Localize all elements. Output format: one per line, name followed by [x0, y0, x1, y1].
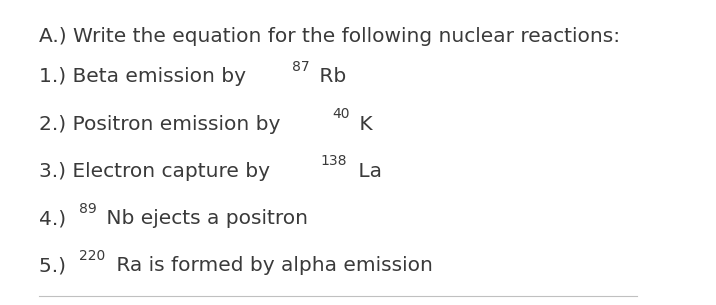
Text: 3.) Electron capture by: 3.) Electron capture by	[39, 162, 277, 181]
Text: Rb: Rb	[313, 67, 346, 86]
Text: 220: 220	[79, 249, 105, 263]
Text: Ra is formed by alpha emission: Ra is formed by alpha emission	[110, 257, 432, 275]
Text: 89: 89	[79, 202, 97, 216]
Text: La: La	[352, 162, 382, 181]
Text: 40: 40	[332, 107, 350, 121]
Text: 2.) Positron emission by: 2.) Positron emission by	[39, 115, 287, 134]
Text: 138: 138	[320, 154, 347, 168]
Text: K: K	[353, 115, 373, 134]
Text: Nb ejects a positron: Nb ejects a positron	[100, 209, 308, 228]
Text: 5.): 5.)	[39, 257, 73, 275]
Text: 87: 87	[292, 60, 309, 74]
Text: A.) Write the equation for the following nuclear reactions:: A.) Write the equation for the following…	[39, 27, 621, 46]
Text: 4.): 4.)	[39, 209, 73, 228]
Text: 1.) Beta emission by: 1.) Beta emission by	[39, 67, 253, 86]
